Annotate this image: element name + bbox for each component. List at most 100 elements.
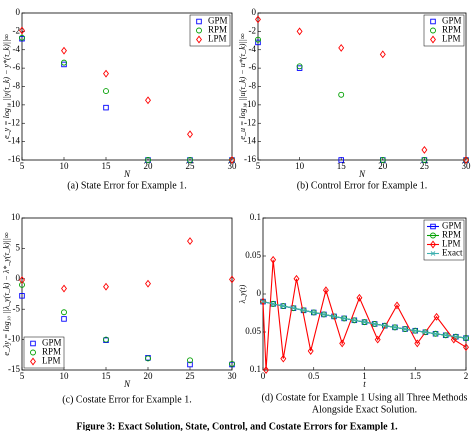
x-tick-label: 10 xyxy=(60,371,70,381)
marker-square xyxy=(19,293,25,299)
marker-circle xyxy=(229,360,235,367)
marker-cross xyxy=(453,334,459,340)
x-axis-label: N xyxy=(123,379,131,389)
marker-diamond xyxy=(450,335,457,344)
x-tick-label: 10 xyxy=(60,161,70,171)
y-tick-label: -10 xyxy=(244,99,256,109)
x-tick-label: 5 xyxy=(20,371,25,381)
marker-diamond xyxy=(145,96,151,105)
marker-square xyxy=(430,18,436,25)
y-tick-label: -12 xyxy=(8,117,20,127)
series-line xyxy=(262,259,467,371)
marker-diamond xyxy=(255,15,261,24)
legend-label: LPM xyxy=(42,356,61,366)
marker-diamond xyxy=(229,275,235,284)
marker-cross xyxy=(433,331,438,337)
marker-circle xyxy=(61,309,67,316)
x-tick-label: 1.5 xyxy=(410,371,422,381)
marker-diamond xyxy=(421,145,428,154)
marker-diamond xyxy=(263,366,270,374)
y-tick-label: 0.05 xyxy=(245,250,261,260)
marker-cross xyxy=(301,308,306,313)
marker-circle xyxy=(196,27,202,34)
y-tick-label: 0.05 xyxy=(245,326,261,336)
marker-diamond xyxy=(187,130,193,139)
marker-diamond xyxy=(61,284,67,293)
x-tick-label: 0.5 xyxy=(308,371,320,381)
x-axis-label: N xyxy=(358,169,366,179)
marker-diamond xyxy=(379,50,386,59)
marker-circle xyxy=(145,355,151,362)
marker-square xyxy=(196,18,202,25)
marker-square xyxy=(255,39,261,46)
marker-circle xyxy=(296,63,303,70)
marker-diamond xyxy=(463,156,469,164)
legend-label: GPM xyxy=(208,16,228,26)
marker-cross xyxy=(372,321,377,327)
y-tick-label: -5 xyxy=(13,303,21,313)
marker-circle xyxy=(103,336,109,343)
legend-label: GPM xyxy=(442,221,462,231)
x-tick-label: 25 xyxy=(420,161,430,171)
marker-cross xyxy=(321,312,327,317)
legend-label: GPM xyxy=(42,338,62,348)
marker-diamond xyxy=(307,347,314,355)
marker-square xyxy=(430,223,436,230)
marker-diamond xyxy=(145,279,151,288)
marker-diamond xyxy=(394,301,400,310)
legend-label: LPM xyxy=(208,34,227,44)
marker-cross xyxy=(463,335,469,341)
marker-square xyxy=(103,104,109,111)
y-tick-label: -8 xyxy=(13,81,21,91)
y-tick-label: -14 xyxy=(8,136,20,146)
y-axis-label: e_u = log₁₀ ||u(τ_k) − u*(τ_k)||∞ xyxy=(238,33,247,139)
marker-cross xyxy=(260,299,266,304)
marker-diamond xyxy=(356,293,363,302)
y-tick-label: 0 xyxy=(252,7,257,17)
marker-square xyxy=(61,316,67,322)
marker-diamond xyxy=(430,240,436,249)
marker-diamond xyxy=(187,237,193,246)
marker-cross xyxy=(392,325,398,330)
legend-label: LPM xyxy=(442,239,461,249)
x-tick-label: 15 xyxy=(102,161,112,171)
y-tick-label: -16 xyxy=(8,154,20,164)
y-axis-label: e_y = log₁₀ ||y(τ_k) − y*(τ_k)||∞ xyxy=(2,34,11,139)
marker-diamond xyxy=(374,335,381,344)
x-axis-label: N xyxy=(123,169,131,179)
y-tick-label: -10 xyxy=(8,334,20,344)
marker-cross xyxy=(280,303,286,309)
caption: (d) Costate for Example 1 Using all Thre… xyxy=(262,392,468,403)
marker-circle xyxy=(255,36,261,43)
marker-cross xyxy=(311,310,317,315)
x-tick-label: 5 xyxy=(256,161,261,171)
x-tick-label: 15 xyxy=(337,161,347,171)
y-tick-label: -10 xyxy=(8,99,20,109)
marker-diamond xyxy=(196,35,202,44)
marker-cross xyxy=(291,305,296,311)
marker-square xyxy=(30,340,36,347)
y-tick-label: -2 xyxy=(249,25,257,35)
marker-circle xyxy=(145,157,151,163)
marker-cross xyxy=(270,301,276,307)
marker-diamond xyxy=(229,156,235,164)
x-tick-label: 15 xyxy=(102,371,112,381)
y-tick-label: -4 xyxy=(13,44,21,54)
marker-square xyxy=(338,157,344,163)
marker-diamond xyxy=(19,276,25,284)
marker-circle xyxy=(187,157,193,163)
caption: (c) Costate Error for Example 1. xyxy=(62,394,191,405)
x-tick-label: 30 xyxy=(462,161,472,171)
legend-label: GPM xyxy=(442,16,462,26)
y-tick-label: 0.1 xyxy=(250,364,261,374)
marker-circle xyxy=(421,157,428,163)
marker-cross xyxy=(402,326,408,332)
legend-label: RPM xyxy=(442,25,461,35)
marker-cross xyxy=(412,328,418,334)
marker-circle xyxy=(19,34,25,41)
marker-circle xyxy=(61,59,67,66)
y-tick-label: 0.1 xyxy=(250,212,261,222)
x-tick-label: 25 xyxy=(186,371,196,381)
y-tick-label: -12 xyxy=(244,117,256,127)
legend-label: LPM xyxy=(442,34,461,44)
